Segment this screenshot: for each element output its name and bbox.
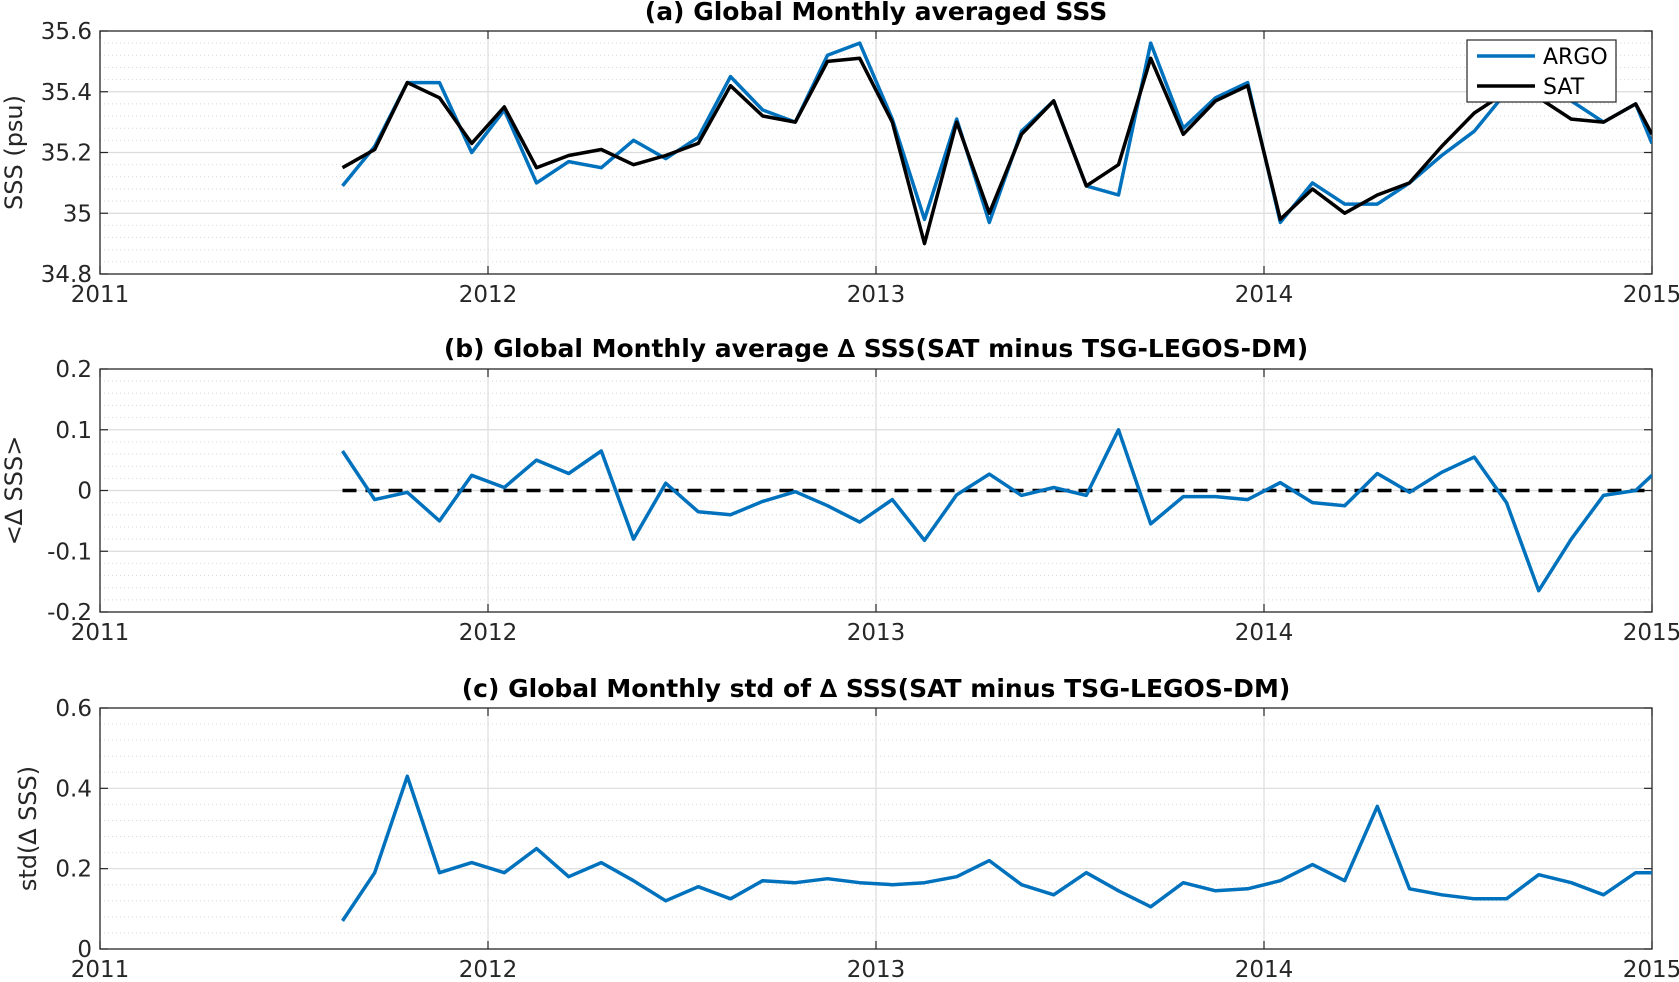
y-tick-label: 0 (77, 937, 92, 963)
legend-label-argo: ARGO (1543, 45, 1608, 70)
legend: ARGO SAT (1466, 39, 1617, 103)
y-tick-label: -0.2 (47, 600, 92, 626)
y-tick-label: 0.2 (55, 857, 92, 883)
chart-panel-b: 2011 2012 2013 2014 2015 -0.2 -0.1 0 0.1 0.2 (b) G… (0, 334, 1679, 646)
legend-box (1466, 39, 1617, 103)
x-tick-label: 2014 (1235, 957, 1294, 982)
x-tick-label: 2011 (71, 620, 130, 646)
y-tick-label: 35.6 (41, 19, 92, 45)
y-axis-label: std(∆ SSS) (14, 766, 42, 891)
x-tick-label: 2012 (459, 957, 518, 982)
series-line-sat (341, 56, 1652, 246)
x-tick-label: 2012 (459, 620, 518, 646)
x-tick-label: 2013 (847, 282, 906, 308)
y-axis-label: SSS (psu) (0, 95, 28, 210)
chart-title: (c) Global Monthly std of ∆ SSS(SAT minu… (462, 674, 1291, 703)
series-line (341, 774, 1652, 922)
y-axis-label: <∆ SSS> (0, 436, 28, 546)
x-tick-label: 2012 (459, 282, 518, 308)
legend-label-sat: SAT (1543, 75, 1585, 100)
chart-title: (a) Global Monthly averaged SSS (645, 0, 1107, 26)
chart-panel-a: 2011 2012 2013 2014 2015 34.8 35 35.2 35.4 35.6 (a… (0, 0, 1679, 308)
y-tick-label: 0.1 (55, 418, 92, 444)
y-tick-label: 34.8 (41, 262, 92, 288)
x-tick-label: 2014 (1235, 282, 1294, 308)
x-tick-label: 2011 (71, 282, 130, 308)
x-tick-label: 2011 (71, 957, 130, 982)
x-tick-label: 2013 (847, 620, 906, 646)
x-tick-label: 2014 (1235, 620, 1294, 646)
x-tick-label: 2015 (1623, 282, 1679, 308)
y-tick-label: 0.2 (55, 357, 92, 383)
chart-title: (b) Global Monthly average ∆ SSS(SAT min… (444, 334, 1308, 363)
series-line (341, 428, 1652, 593)
y-tick-label: 35.4 (41, 80, 92, 106)
y-tick-label: -0.1 (47, 539, 92, 565)
y-tick-label: 35 (63, 201, 92, 227)
y-tick-label: 35.2 (41, 141, 92, 167)
y-tick-label: 0.4 (55, 776, 92, 802)
y-tick-label: 0 (77, 479, 92, 505)
x-tick-label: 2013 (847, 957, 906, 982)
x-tick-label: 2015 (1623, 957, 1679, 982)
y-tick-label: 0.6 (55, 696, 92, 722)
chart-panel-c: 2011 2012 2013 2014 2015 0 0.2 0.4 0.6 (c) Global… (14, 674, 1679, 982)
x-tick-label: 2015 (1623, 620, 1679, 646)
